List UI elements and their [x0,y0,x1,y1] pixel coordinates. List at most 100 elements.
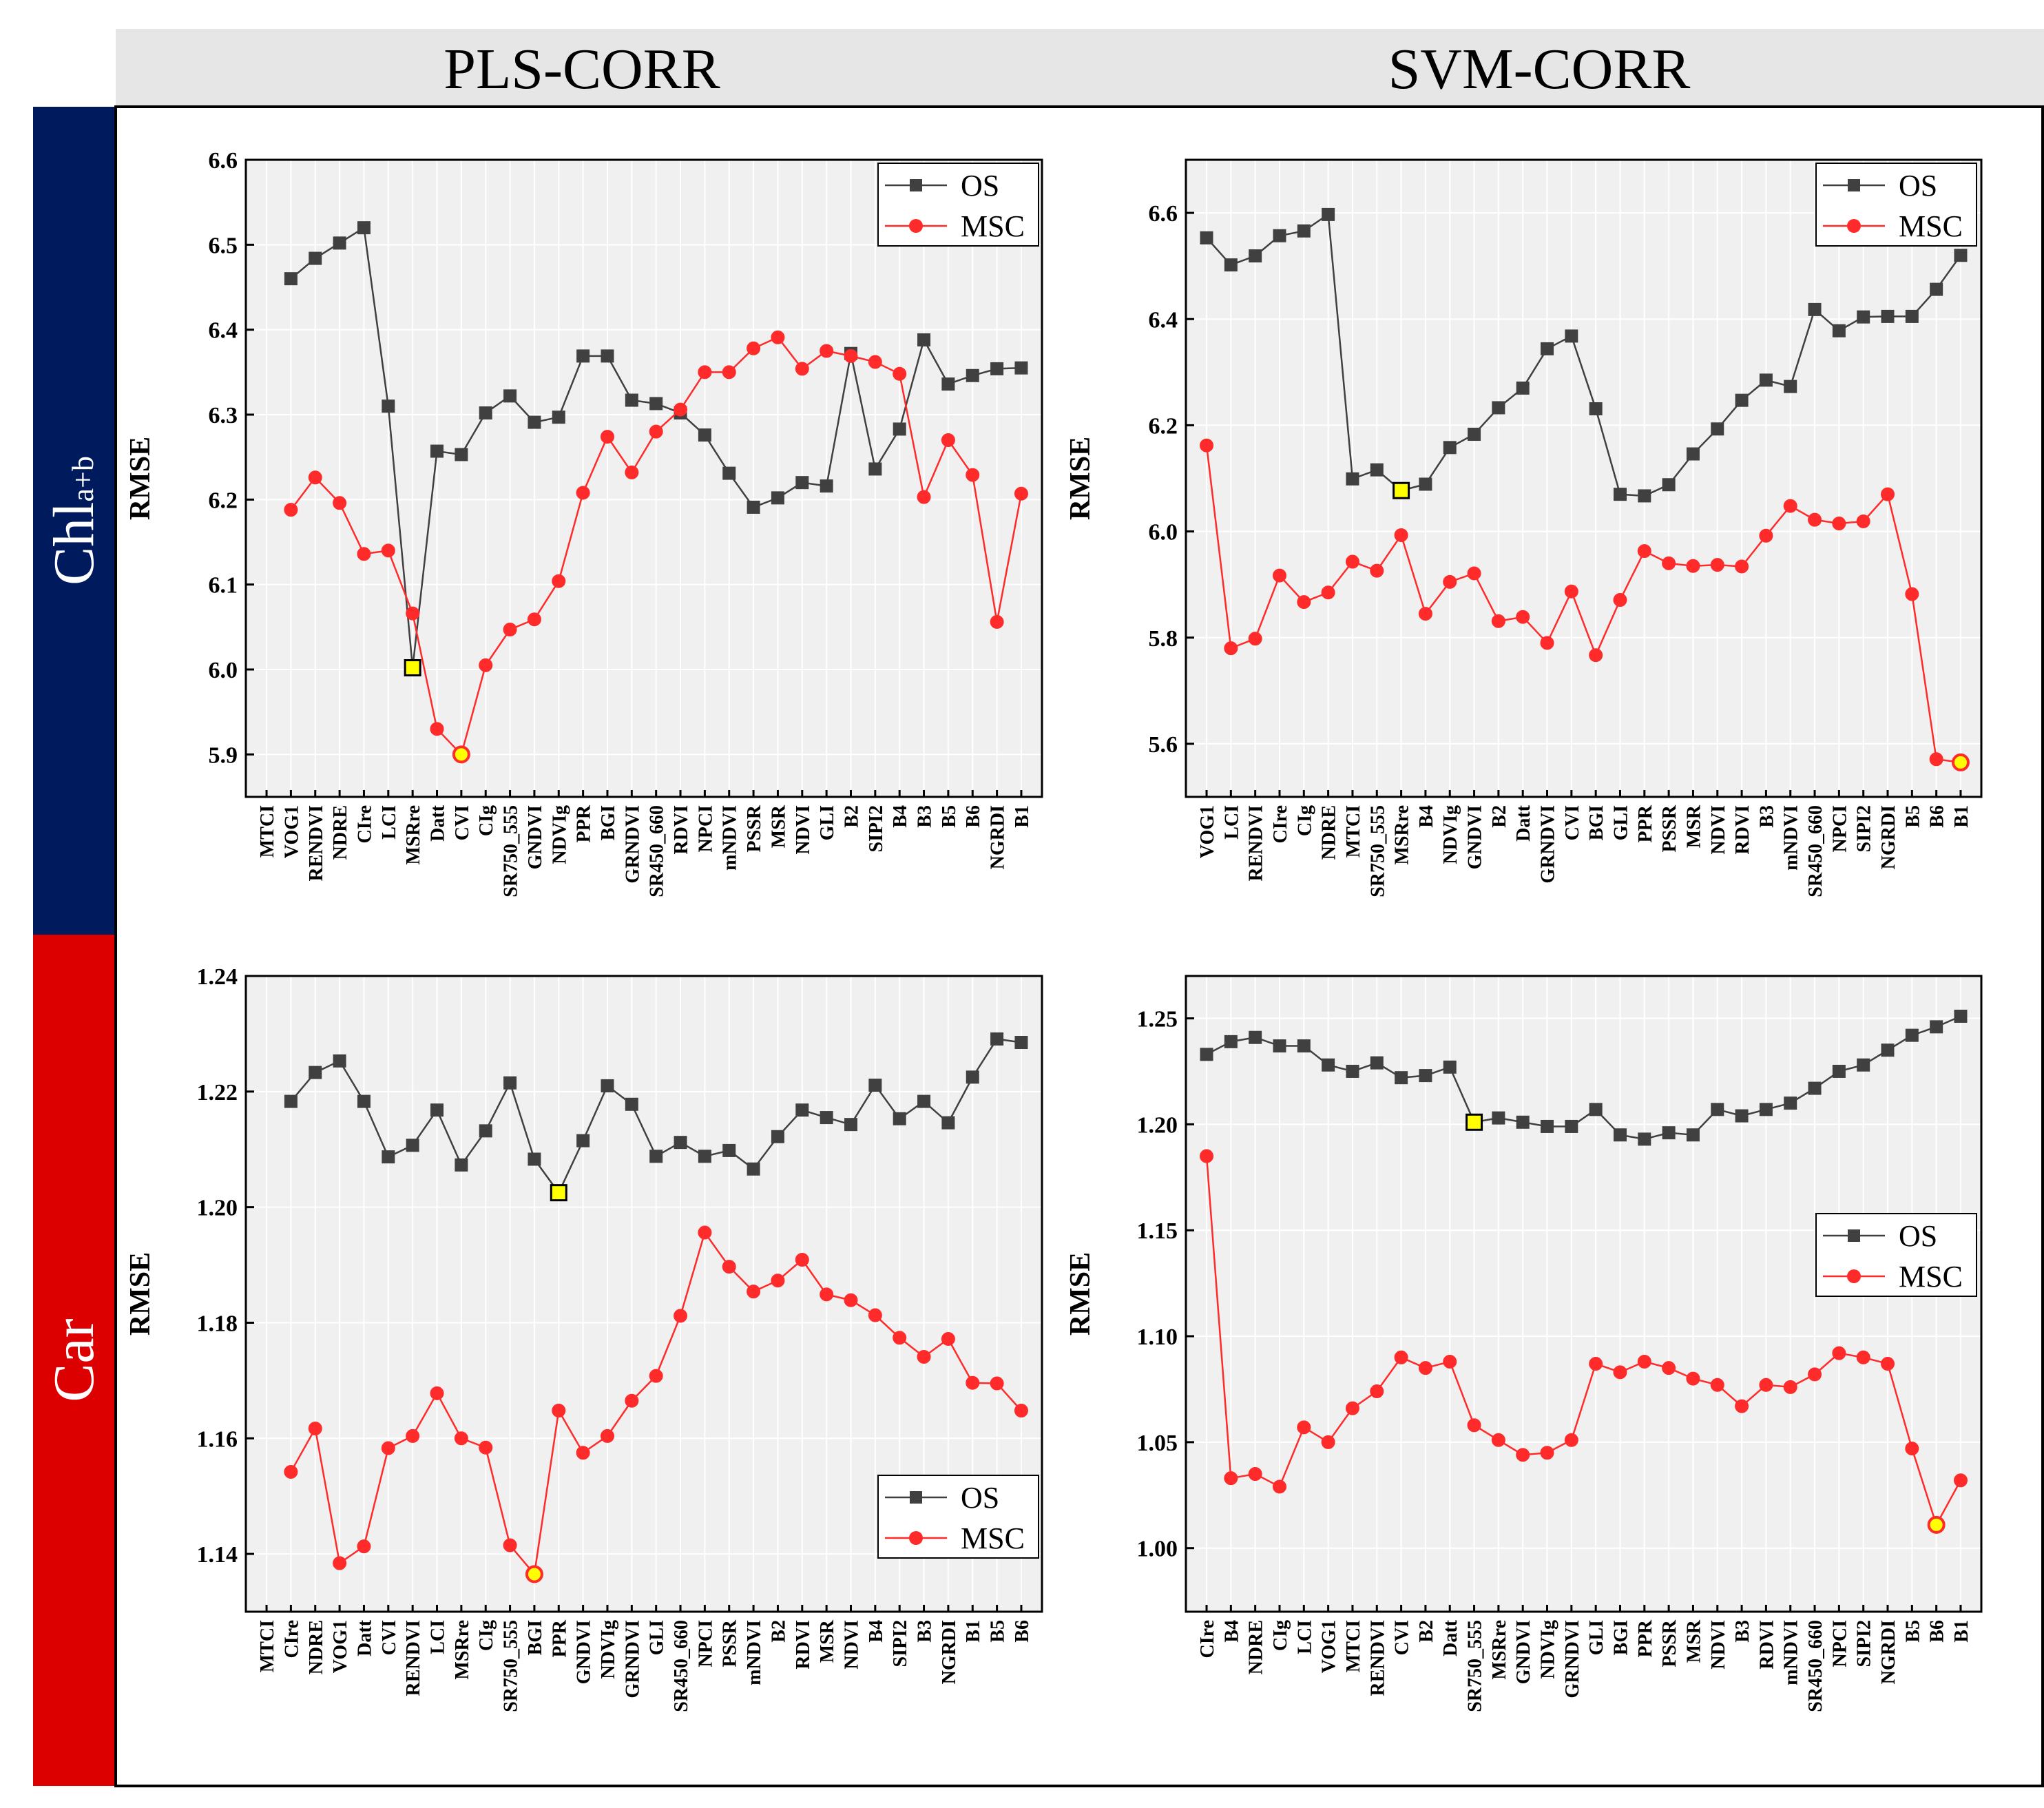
point-os [917,333,931,346]
x-tick-label: MSR [1683,1619,1704,1663]
point-msc [1613,1365,1627,1380]
point-os [550,1184,567,1202]
x-tick-label: MTCI [257,1620,278,1672]
x-tick-label: MSR [817,1619,838,1663]
legend-marker-os [910,1491,922,1504]
point-os [1589,402,1603,416]
point-msc [722,365,736,380]
x-tick-label: Datt [428,804,449,842]
point-msc [357,1539,371,1554]
point-os [1662,478,1676,492]
point-os [601,1079,614,1092]
x-tick-label: B6 [1012,1620,1033,1643]
row-band-car [33,935,114,1786]
x-tick-label: NPCI [695,1620,716,1667]
x-tick-label: SR450_660 [671,1620,692,1712]
point-os [1224,1035,1238,1048]
x-tick-label: MSR [1683,804,1704,848]
y-tick-label: 6.4 [209,318,238,344]
point-os [1322,1058,1335,1072]
point-os [357,221,371,235]
point-msc [333,496,347,510]
legend: OS MSC [1815,163,1977,247]
x-tick-label: SR750_555 [501,1620,522,1712]
point-msc [625,465,639,479]
point-msc [1881,1357,1895,1371]
point-os [1516,381,1530,395]
x-tick-label: B3 [915,1620,936,1643]
legend-marker-msc [909,1531,923,1545]
point-os [528,1152,541,1166]
point-os [1881,1043,1895,1057]
x-tick-label: CIg [1294,805,1315,836]
x-tick-label: GLI [1586,1620,1607,1655]
x-tick-label: Datt [1440,1619,1461,1656]
x-tick-label: VOG1 [330,1620,351,1673]
point-os [1224,258,1238,272]
x-tick-label: MTCI [1343,1620,1364,1672]
point-os [941,1116,955,1130]
point-msc [771,330,785,344]
point-os [284,272,298,286]
point-os [1273,229,1286,242]
point-msc [381,1441,395,1455]
x-tick-label: B3 [915,805,936,828]
point-msc [1394,1350,1408,1364]
point-msc [990,614,1004,629]
point-os [406,1139,419,1152]
x-tick-label: MSRre [1489,1620,1510,1680]
header-svm-corr: SVM-CORR [1388,37,1691,101]
point-msc [1564,584,1578,599]
point-os [1443,441,1457,455]
point-msc [1808,1367,1822,1382]
point-os [625,1097,638,1111]
point-os [1784,1097,1797,1110]
point-os [382,399,395,413]
point-msc [1491,614,1505,628]
point-os [1346,472,1359,486]
point-os [1492,401,1505,415]
x-tick-label: MSRre [452,1620,473,1680]
point-os [771,1130,784,1143]
point-os [333,1054,346,1068]
point-msc [1832,1346,1846,1360]
point-os [1735,1109,1749,1123]
point-msc [941,1331,955,1346]
point-os [309,251,322,265]
point-msc [406,606,420,621]
x-tick-label: BGI [1610,1620,1631,1655]
x-tick-label: SIPI2 [1854,1620,1875,1667]
point-msc [1540,636,1554,650]
figure-frame [114,105,2044,1787]
point-msc [868,1308,882,1322]
point-msc [722,1260,736,1274]
y-tick-label: 1.16 [197,1426,238,1452]
y-tick-label: 1.05 [1137,1431,1178,1456]
x-tick-label: CIre [354,805,375,843]
point-msc [333,1556,347,1570]
point-msc [674,1309,688,1323]
point-msc [430,1386,444,1400]
point-msc [1927,1515,1946,1534]
x-tick-label: NGRDI [1878,805,1899,869]
point-msc [625,1393,639,1408]
x-tick-label: LCI [1294,1620,1315,1654]
point-os [1832,324,1846,337]
y-tick-label: 6.6 [209,148,238,174]
x-tick-label: B3 [1732,1620,1753,1643]
x-tick-label: PPR [1635,804,1656,842]
row-label-chl-sub: a+b [66,456,100,501]
point-os [479,406,492,420]
legend-marker-msc [1847,1269,1861,1283]
x-tick-label: NGRDI [988,805,1009,869]
chart-pls-car: 1.14 1.16 1.18 1.20 1.22 1.24 RMSE MTCI CIre NDRE… [125,964,1043,1712]
x-tick-label: mNDVI [1781,805,1802,871]
point-os [1613,1128,1627,1142]
point-msc [820,344,834,358]
point-os [1393,481,1410,499]
x-tick-label: RDVI [671,805,692,855]
x-tick-label: CIg [1270,1620,1291,1651]
point-os [844,1118,857,1132]
point-msc [1272,568,1286,583]
x-tick-label: GRNDVI [1562,1620,1583,1698]
